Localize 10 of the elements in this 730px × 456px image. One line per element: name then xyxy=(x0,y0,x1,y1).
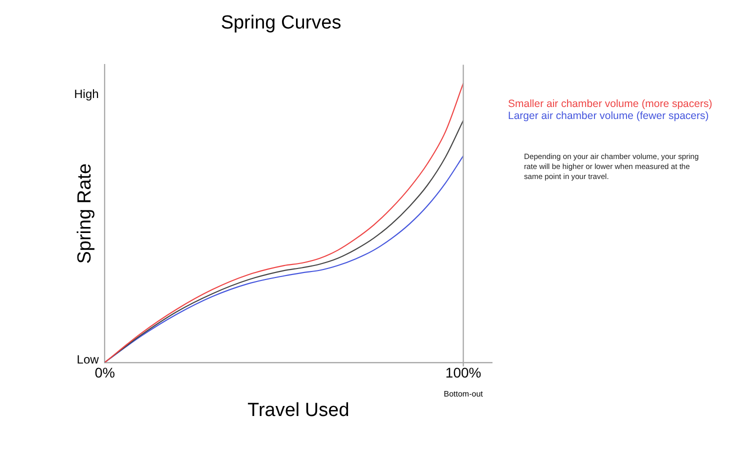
text: Larger air chamber volume (fewer spacers) xyxy=(508,110,710,122)
y-axis-title: Spring Rate xyxy=(74,163,96,264)
text: High xyxy=(74,86,99,101)
text: Smaller air chamber volume (more spacers) xyxy=(508,98,712,110)
text: Bottom-out xyxy=(444,389,484,398)
x-axis-title: Travel Used xyxy=(248,400,350,421)
x-tick-label: 100% xyxy=(445,364,482,381)
text: Low xyxy=(76,352,100,367)
chart-title: Spring Curves xyxy=(220,12,342,34)
x-tick-label: 0% xyxy=(94,364,115,381)
